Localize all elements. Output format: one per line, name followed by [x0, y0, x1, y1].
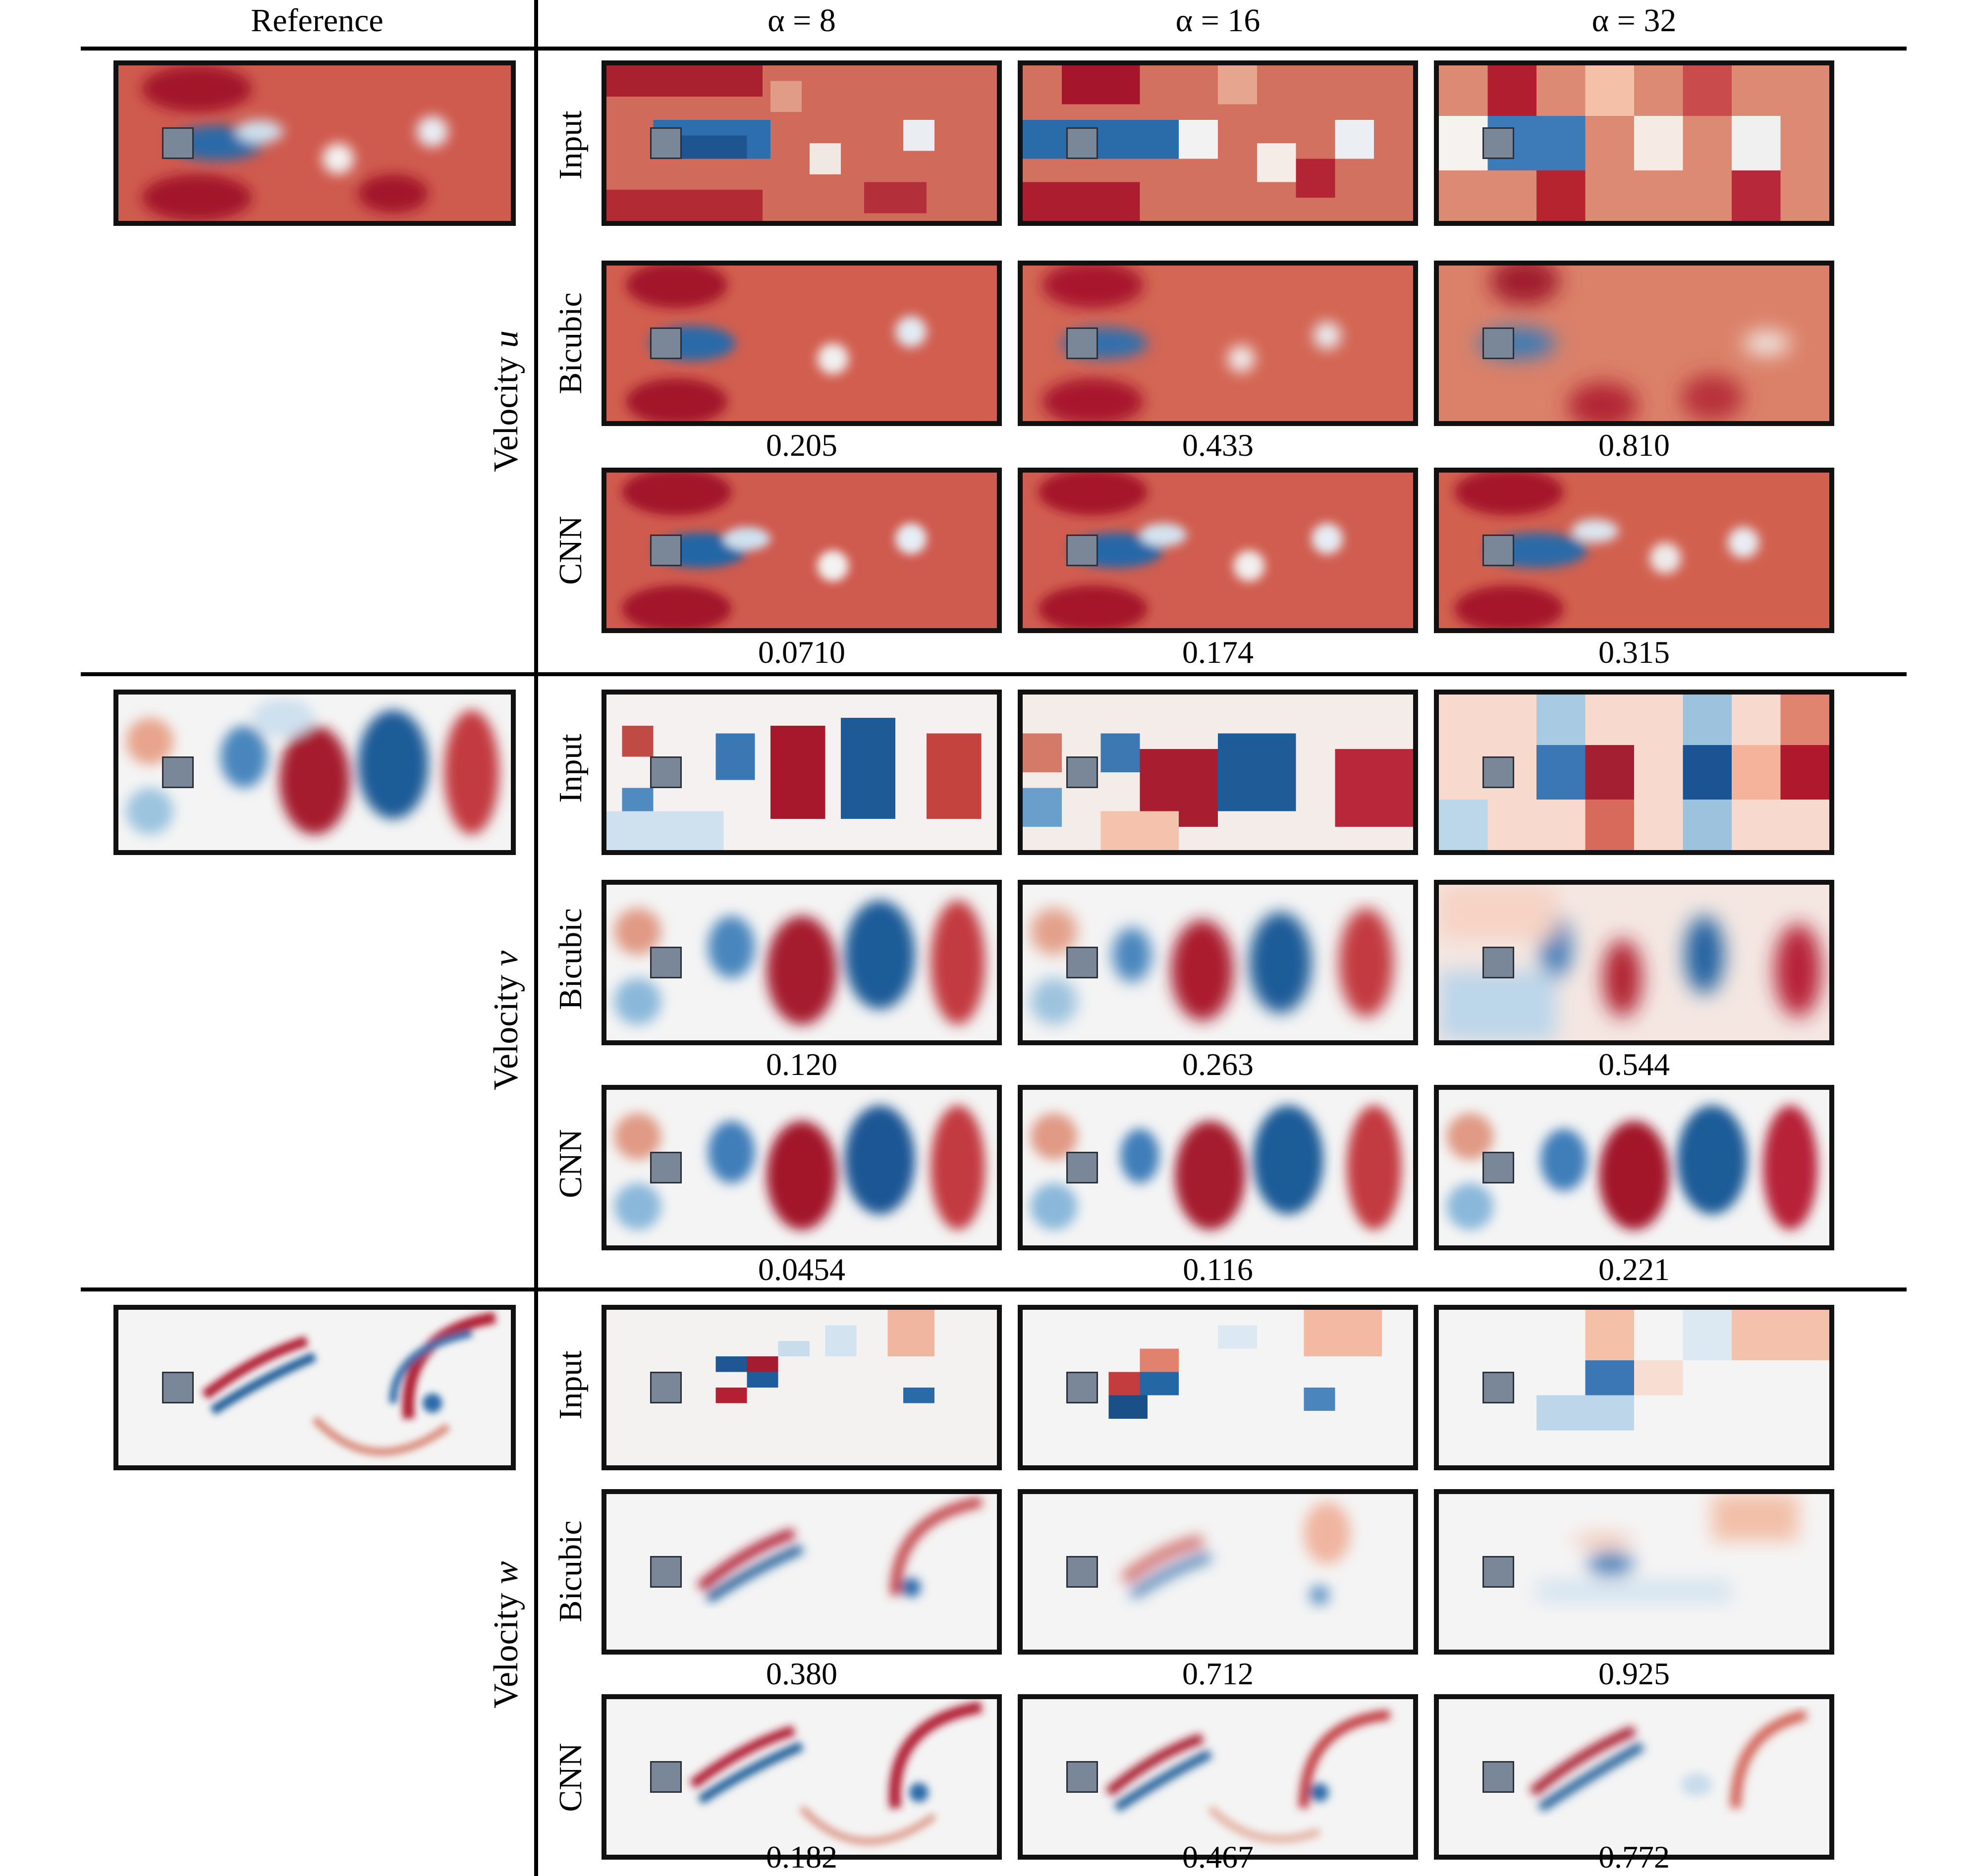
cylinder-obstacle — [1066, 1152, 1098, 1183]
cylinder-obstacle — [650, 1152, 682, 1183]
reference-u-field — [113, 60, 516, 226]
cylinder-obstacle — [1482, 327, 1514, 359]
bicubic-v-alpha32 — [1434, 880, 1834, 1045]
input-u-alpha16 — [1018, 60, 1418, 226]
row-label-bicubic-w: Bicubic — [552, 1520, 589, 1622]
cylinder-obstacle — [650, 1372, 682, 1403]
cylinder-obstacle — [1482, 535, 1514, 566]
group-label-v: Velocity v — [487, 951, 525, 1090]
input-u-alpha32 — [1434, 60, 1834, 226]
cylinder-obstacle — [162, 127, 194, 159]
cnn-v-alpha8 — [602, 1085, 1002, 1250]
cnn-v-alpha16 — [1018, 1085, 1418, 1250]
bicubic-v-alpha16 — [1018, 880, 1418, 1045]
cnn-v-alpha32 — [1434, 1085, 1834, 1250]
bicubic-u-alpha8 — [602, 261, 1002, 426]
cylinder-obstacle — [650, 1761, 682, 1793]
cylinder-obstacle — [162, 1372, 194, 1403]
bicubic-u-alpha8-error: 0.205 — [766, 428, 837, 463]
cnn-u-alpha32-error: 0.315 — [1598, 635, 1670, 670]
cnn-v-alpha16-error: 0.116 — [1183, 1252, 1253, 1287]
cnn-w-alpha32-error: 0.772 — [1598, 1839, 1670, 1875]
cnn-u-alpha16-error: 0.174 — [1182, 635, 1254, 670]
column-divider — [534, 0, 538, 1876]
row-label-input-u: Input — [552, 110, 589, 180]
cnn-w-alpha8-error: 0.182 — [766, 1839, 837, 1875]
group-label-u: Velocity u — [487, 330, 525, 472]
input-w-alpha16 — [1018, 1305, 1418, 1470]
cylinder-obstacle — [650, 535, 682, 566]
row-label-cnn-v: CNN — [552, 1129, 589, 1198]
cylinder-obstacle — [650, 327, 682, 359]
bicubic-w-alpha16-error: 0.712 — [1182, 1656, 1254, 1691]
cylinder-obstacle — [1482, 1372, 1514, 1403]
bicubic-u-alpha32 — [1434, 261, 1834, 426]
row-label-cnn-u: CNN — [552, 516, 589, 585]
group-divider-2 — [81, 1287, 1907, 1291]
cnn-w-alpha32 — [1434, 1694, 1834, 1860]
row-label-bicubic-v: Bicubic — [552, 908, 589, 1010]
cylinder-obstacle — [1482, 1556, 1514, 1588]
bicubic-u-alpha16 — [1018, 261, 1418, 426]
group-divider-1 — [81, 672, 1907, 676]
cylinder-obstacle — [1066, 1372, 1098, 1403]
bicubic-w-alpha8-error: 0.380 — [766, 1656, 837, 1691]
cylinder-obstacle — [1066, 1556, 1098, 1588]
input-w-alpha8 — [602, 1305, 1002, 1470]
bicubic-v-alpha8-error: 0.120 — [766, 1047, 837, 1082]
alpha-16-header: α = 16 — [1175, 2, 1261, 39]
cylinder-obstacle — [1482, 127, 1514, 159]
cylinder-obstacle — [1482, 947, 1514, 978]
cylinder-obstacle — [1482, 1761, 1514, 1793]
input-v-alpha16 — [1018, 690, 1418, 855]
header-rule — [81, 47, 1907, 51]
cylinder-obstacle — [1482, 1152, 1514, 1183]
reference-u-field-image — [118, 65, 511, 221]
cylinder-obstacle — [650, 947, 682, 978]
bicubic-v-alpha32-error: 0.544 — [1598, 1047, 1670, 1082]
reference-w-field — [113, 1305, 516, 1470]
cylinder-obstacle — [1066, 535, 1098, 566]
cylinder-obstacle — [650, 127, 682, 159]
input-v-alpha8 — [602, 690, 1002, 855]
cnn-w-alpha16 — [1018, 1694, 1418, 1860]
cylinder-obstacle — [650, 756, 682, 788]
alpha-8-header: α = 8 — [767, 2, 836, 39]
bicubic-v-alpha16-error: 0.263 — [1182, 1047, 1254, 1082]
input-v-alpha32 — [1434, 690, 1834, 855]
cnn-u-alpha8-error: 0.0710 — [758, 635, 845, 670]
bicubic-w-alpha16 — [1018, 1489, 1418, 1655]
cylinder-obstacle — [162, 756, 194, 788]
row-label-bicubic-u: Bicubic — [552, 292, 589, 394]
bicubic-w-alpha32 — [1434, 1489, 1834, 1655]
cnn-u-alpha8 — [602, 468, 1002, 633]
cnn-w-alpha16-error: 0.467 — [1182, 1839, 1254, 1875]
reference-v-field — [113, 690, 516, 855]
cnn-v-alpha32-error: 0.221 — [1598, 1252, 1670, 1287]
cylinder-obstacle — [1066, 1761, 1098, 1793]
bicubic-w-alpha8 — [602, 1489, 1002, 1655]
cylinder-obstacle — [1066, 127, 1098, 159]
input-w-alpha32 — [1434, 1305, 1834, 1470]
reference-header: Reference — [251, 2, 384, 39]
cylinder-obstacle — [1066, 756, 1098, 788]
row-label-cnn-w: CNN — [552, 1743, 589, 1812]
bicubic-w-alpha32-error: 0.925 — [1598, 1656, 1670, 1691]
row-label-input-v: Input — [552, 734, 589, 803]
cylinder-obstacle — [1066, 947, 1098, 978]
cnn-w-alpha8 — [602, 1694, 1002, 1860]
row-label-input-w: Input — [552, 1350, 589, 1420]
input-u-alpha8 — [602, 60, 1002, 226]
group-label-w: Velocity w — [487, 1561, 525, 1709]
alpha-32-header: α = 32 — [1591, 2, 1677, 39]
cylinder-obstacle — [650, 1556, 682, 1588]
bicubic-u-alpha32-error: 0.810 — [1598, 428, 1670, 463]
cylinder-obstacle — [1066, 327, 1098, 359]
cnn-u-alpha16 — [1018, 468, 1418, 633]
bicubic-v-alpha8 — [602, 880, 1002, 1045]
cnn-u-alpha32 — [1434, 468, 1834, 633]
cnn-v-alpha8-error: 0.0454 — [758, 1252, 845, 1287]
bicubic-u-alpha16-error: 0.433 — [1182, 428, 1254, 463]
cylinder-obstacle — [1482, 756, 1514, 788]
